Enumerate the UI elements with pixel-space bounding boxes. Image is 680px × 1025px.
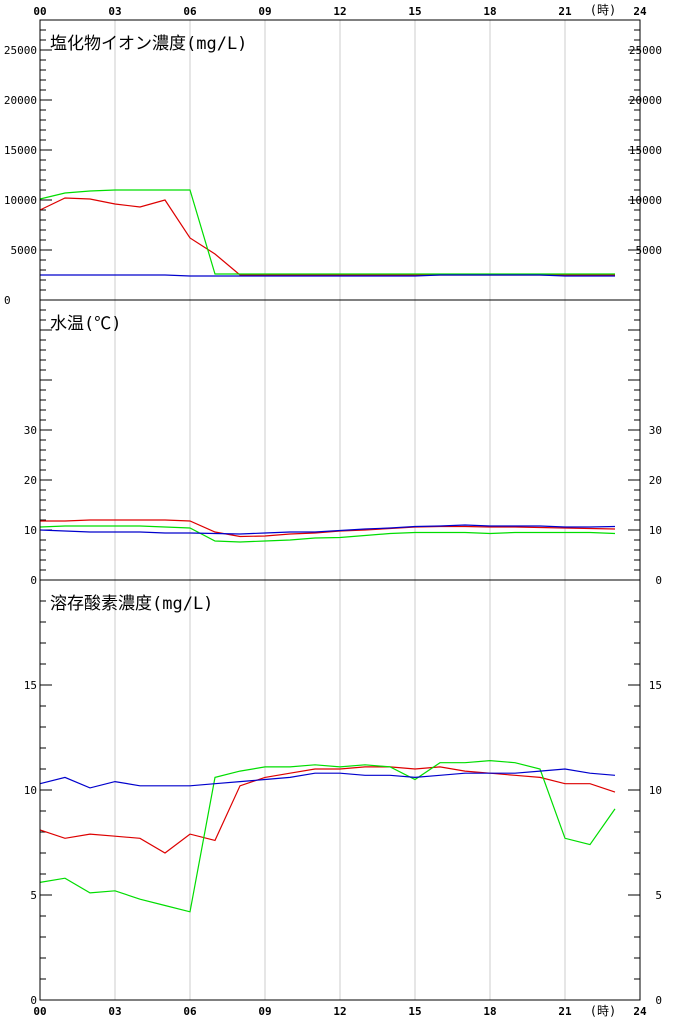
y-tick-label-right: 20000: [629, 94, 662, 107]
y-tick-label-right: 30: [649, 424, 662, 437]
y-tick-label-right: 10: [649, 524, 662, 537]
y-tick-label-right: 25000: [629, 44, 662, 57]
x-tick-label-bottom: 12: [333, 1005, 346, 1018]
y-tick-label-right: 20: [649, 474, 662, 487]
x-tick-label-top: 03: [108, 5, 121, 18]
y-tick-label-left: 15: [24, 679, 37, 692]
y-tick-label-left: 10: [24, 524, 37, 537]
series-line-green: [39, 525, 616, 543]
y-tick-label-right: 10000: [629, 194, 662, 207]
x-tick-label-top: 15: [408, 5, 421, 18]
y-tick-label-right: 10: [649, 784, 662, 797]
series-line-red: [39, 197, 615, 276]
x-tick-label-top: 00: [33, 5, 46, 18]
series-line-green: [39, 759, 616, 913]
x-tick-label-bottom: 09: [258, 1005, 271, 1018]
y-tick-label-left: 0: [30, 574, 37, 587]
y-tick-label-left: 30: [24, 424, 37, 437]
x-tick-label-top: 06: [183, 5, 197, 18]
panel-frame: [39, 579, 641, 1001]
series-line-green: [39, 189, 615, 275]
series-line-blue: [39, 524, 616, 535]
y-tick-label-right: 5000: [636, 244, 663, 257]
y-tick-label-right: 15: [649, 679, 662, 692]
x-tick-label-bottom: 03: [108, 1005, 121, 1018]
y-tick-label-right: 0: [655, 574, 662, 587]
x-tick-label-bottom: 18: [483, 1005, 496, 1018]
x-tick-label-bottom: 15: [408, 1005, 421, 1018]
x-tick-label-bottom: 24: [633, 1005, 647, 1018]
panel-title: 塩化物イオン濃度(mg/L): [50, 34, 247, 54]
series-line-red: [40, 519, 616, 538]
y-tick-label-left: 20: [24, 474, 37, 487]
hour-unit-label-top: (時): [590, 3, 616, 17]
panel-title: 水温(℃): [50, 314, 121, 334]
x-tick-label-bottom: 06: [183, 1005, 197, 1018]
panel-title: 溶存酸素濃度(mg/L): [50, 594, 213, 614]
x-tick-label-top: 12: [333, 5, 346, 18]
hour-unit-label-bottom: (時): [590, 1004, 616, 1018]
y-tick-label-left: 10: [24, 784, 37, 797]
x-tick-label-top: 18: [483, 5, 496, 18]
y-tick-label-left: 25000: [4, 44, 37, 57]
series-line-red: [39, 766, 616, 854]
series-line-blue: [40, 274, 615, 277]
y-tick-label-left: 0: [30, 994, 37, 1007]
y-tick-label-left: 0: [4, 294, 11, 307]
x-tick-label-bottom: 00: [33, 1005, 46, 1018]
y-tick-label-left: 5000: [11, 244, 38, 257]
x-tick-label-bottom: 21: [558, 1005, 572, 1018]
y-tick-label-left: 15000: [4, 144, 37, 157]
y-tick-label-right: 5: [655, 889, 662, 902]
y-tick-label-right: 0: [655, 994, 662, 1007]
y-tick-label-left: 20000: [4, 94, 37, 107]
y-tick-label-right: 15000: [629, 144, 662, 157]
y-tick-label-left: 5: [30, 889, 37, 902]
x-tick-label-top: 24: [633, 5, 647, 18]
x-tick-label-top: 09: [258, 5, 271, 18]
y-tick-label-left: 10000: [4, 194, 37, 207]
x-tick-label-top: 21: [558, 5, 572, 18]
series-line-blue: [39, 768, 616, 789]
